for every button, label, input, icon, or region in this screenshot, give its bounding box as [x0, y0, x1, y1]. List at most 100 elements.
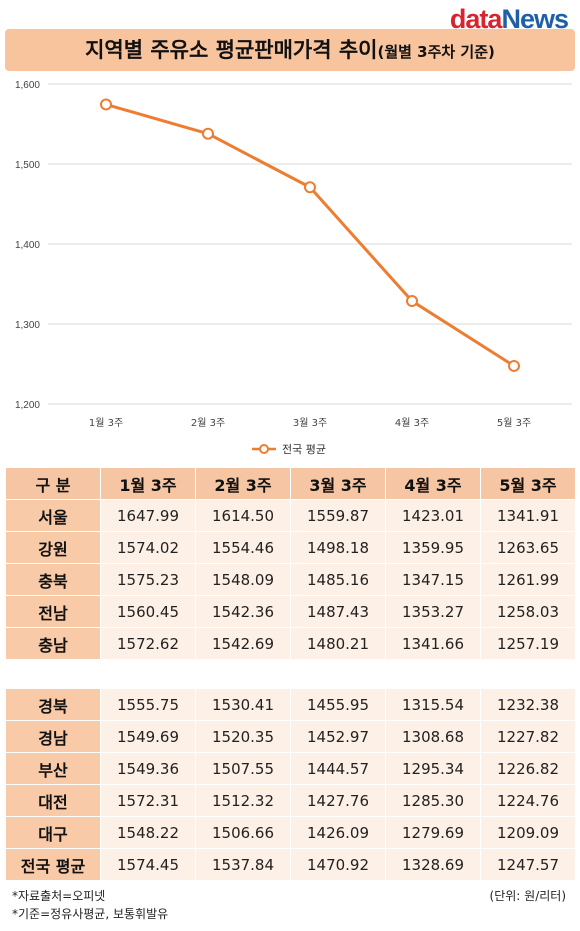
y-tick-label: 1,500 — [15, 160, 40, 171]
value-cell: 1487.43 — [290, 595, 386, 628]
region-cell: 서울 — [5, 499, 101, 532]
value-cell: 1530.41 — [195, 688, 291, 721]
series-line — [105, 102, 515, 368]
value-cell: 1226.82 — [480, 752, 576, 785]
x-tick-label: 2월 3주 — [191, 417, 225, 429]
region-cell: 전남 — [5, 595, 101, 628]
legend-label: 전국 평균 — [282, 443, 326, 456]
value-cell: 1308.68 — [385, 720, 481, 753]
table-row: 충남 1572.62 1542.69 1480.21 1341.66 1257.19 — [5, 627, 576, 660]
value-cell: 1574.02 — [100, 531, 196, 564]
y-tick-label: 1,400 — [15, 240, 40, 251]
table-row: 대전 1572.31 1512.32 1427.76 1285.30 1224.76 — [5, 784, 576, 817]
value-cell: 1559.87 — [290, 499, 386, 532]
table-row: 전국 평균 1574.45 1537.84 1470.92 1328.69 1247.57 — [5, 848, 576, 881]
region-cell: 충남 — [5, 627, 101, 660]
value-cell: 1328.69 — [385, 848, 481, 881]
value-cell: 1574.45 — [100, 848, 196, 881]
table-row: 전남 1560.45 1542.36 1487.43 1353.27 1258.03 — [5, 595, 576, 628]
header-cell: 5월 3주 — [480, 467, 576, 500]
gap-cell — [5, 659, 576, 689]
value-cell: 1341.66 — [385, 627, 481, 660]
table-row: 강원 1574.02 1554.46 1498.18 1359.95 1263.65 — [5, 531, 576, 564]
x-tick-label: 1월 3주 — [89, 417, 123, 429]
value-cell: 1575.23 — [100, 563, 196, 596]
table-row: 서울 1647.99 1614.50 1559.87 1423.01 1341.91 — [5, 499, 576, 532]
value-cell: 1614.50 — [195, 499, 291, 532]
value-cell: 1647.99 — [100, 499, 196, 532]
value-cell: 1426.09 — [290, 816, 386, 849]
value-cell: 1353.27 — [385, 595, 481, 628]
value-cell: 1554.46 — [195, 531, 291, 564]
value-cell: 1279.69 — [385, 816, 481, 849]
table-row: 부산 1549.36 1507.55 1444.57 1295.34 1226.82 — [5, 752, 576, 785]
value-cell: 1315.54 — [385, 688, 481, 721]
title-bar: 지역별 주유소 평균판매가격 추이(월별 3주차 기준) — [5, 29, 575, 71]
unit-note: (단위: 원/리터) — [489, 889, 566, 903]
data-point — [406, 295, 418, 308]
y-tick-label: 1,200 — [15, 400, 40, 411]
value-cell: 1258.03 — [480, 595, 576, 628]
header-cell: 구 분 — [5, 467, 101, 500]
table-row: 경북 1555.75 1530.41 1455.95 1315.54 1232.38 — [5, 688, 576, 721]
x-tick-label: 5월 3주 — [497, 417, 531, 429]
table-row: 경남 1549.69 1520.35 1452.97 1308.68 1227.82 — [5, 720, 576, 753]
footer-notes: *자료출처=오피넷 *기준=정유사평균, 보통휘발유 — [12, 887, 168, 923]
value-cell: 1247.57 — [480, 848, 576, 881]
value-cell: 1506.66 — [195, 816, 291, 849]
value-cell: 1359.95 — [385, 531, 481, 564]
value-cell: 1227.82 — [480, 720, 576, 753]
value-cell: 1455.95 — [290, 688, 386, 721]
value-cell: 1261.99 — [480, 563, 576, 596]
y-tick-label: 1,300 — [15, 320, 40, 331]
value-cell: 1549.69 — [100, 720, 196, 753]
value-cell: 1209.09 — [480, 816, 576, 849]
source-note: *자료출처=오피넷 — [12, 889, 106, 903]
header-cell: 4월 3주 — [385, 467, 481, 500]
x-tick-label: 4월 3주 — [395, 417, 429, 429]
region-cell: 부산 — [5, 752, 101, 785]
table-header-row: 구 분 1월 3주 2월 3주 3월 3주 4월 3주 5월 3주 — [5, 467, 576, 500]
region-cell: 전국 평균 — [5, 848, 101, 881]
value-cell: 1537.84 — [195, 848, 291, 881]
price-table: 구 분 1월 3주 2월 3주 3월 3주 4월 3주 5월 3주 서울 1647… — [5, 467, 576, 881]
value-cell: 1542.36 — [195, 595, 291, 628]
basis-note: *기준=정유사평균, 보통휘발유 — [12, 907, 169, 921]
value-cell: 1285.30 — [385, 784, 481, 817]
y-tick-label: 1,600 — [15, 80, 40, 91]
value-cell: 1480.21 — [290, 627, 386, 660]
value-cell: 1257.19 — [480, 627, 576, 660]
region-cell: 경북 — [5, 688, 101, 721]
line-chart: 1,200 1,300 1,400 1,500 1,600 1월 3주 2월 3주 3월 3주… — [15, 80, 572, 456]
value-cell: 1548.09 — [195, 563, 291, 596]
header-cell: 2월 3주 — [195, 467, 291, 500]
value-cell: 1452.97 — [290, 720, 386, 753]
region-cell: 대전 — [5, 784, 101, 817]
value-cell: 1555.75 — [100, 688, 196, 721]
table-row: 대구 1548.22 1506.66 1426.09 1279.69 1209.09 — [5, 816, 576, 849]
value-cell: 1263.65 — [480, 531, 576, 564]
region-cell: 대구 — [5, 816, 101, 849]
header-cell: 1월 3주 — [100, 467, 196, 500]
value-cell: 1507.55 — [195, 752, 291, 785]
value-cell: 1347.15 — [385, 563, 481, 596]
value-cell: 1548.22 — [100, 816, 196, 849]
header-cell: 3월 3주 — [290, 467, 386, 500]
region-cell: 경남 — [5, 720, 101, 753]
table-gap-row — [5, 659, 576, 689]
value-cell: 1520.35 — [195, 720, 291, 753]
value-cell: 1224.76 — [480, 784, 576, 817]
value-cell: 1232.38 — [480, 688, 576, 721]
value-cell: 1423.01 — [385, 499, 481, 532]
value-cell: 1427.76 — [290, 784, 386, 817]
value-cell: 1485.16 — [290, 563, 386, 596]
value-cell: 1572.62 — [100, 627, 196, 660]
value-cell: 1549.36 — [100, 752, 196, 785]
chart-title: 지역별 주유소 평균판매가격 추이 — [85, 38, 378, 62]
data-point — [202, 127, 214, 140]
chart-subtitle: (월별 3주차 기준) — [377, 43, 495, 61]
value-cell: 1470.92 — [290, 848, 386, 881]
value-cell: 1542.69 — [195, 627, 291, 660]
data-point — [304, 181, 316, 194]
region-cell: 충북 — [5, 563, 101, 596]
